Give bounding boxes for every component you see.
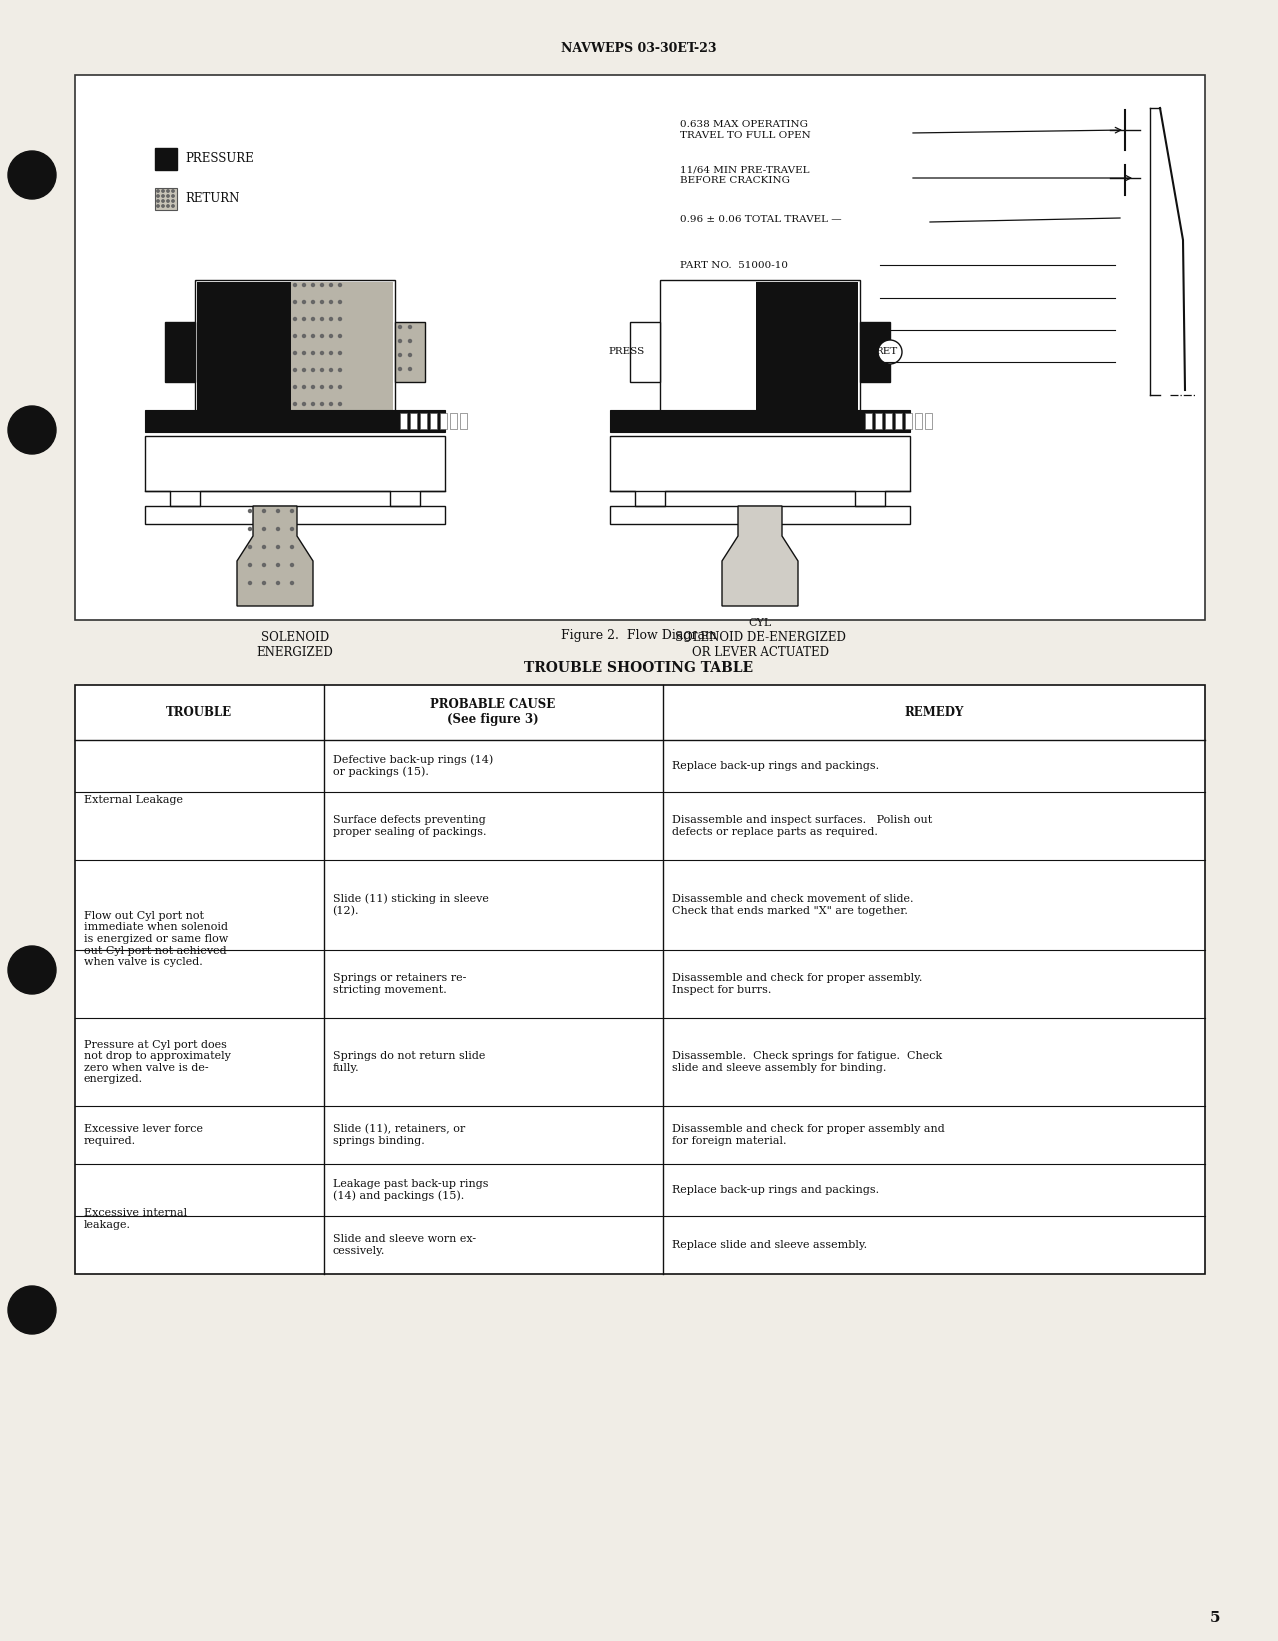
Circle shape <box>409 340 412 343</box>
Text: NORMAL POSITION: NORMAL POSITION <box>680 325 790 335</box>
Circle shape <box>321 284 323 287</box>
Text: SOLENOID
ENERGIZED: SOLENOID ENERGIZED <box>257 632 334 660</box>
Text: External Leakage: External Leakage <box>84 794 183 806</box>
Circle shape <box>303 369 305 371</box>
Circle shape <box>321 317 323 320</box>
Text: PRESS: PRESS <box>608 348 645 356</box>
Circle shape <box>167 200 169 202</box>
Circle shape <box>262 563 266 566</box>
Circle shape <box>294 300 296 304</box>
Circle shape <box>276 581 280 584</box>
Circle shape <box>303 351 305 354</box>
Bar <box>925 414 932 428</box>
Circle shape <box>330 317 332 320</box>
Bar <box>291 282 394 423</box>
Text: Slide and sleeve worn ex-
cessively.: Slide and sleeve worn ex- cessively. <box>332 1234 475 1255</box>
Bar <box>144 410 445 432</box>
Text: Excessive lever force
required.: Excessive lever force required. <box>84 1124 203 1145</box>
Text: Replace back-up rings and packings.: Replace back-up rings and packings. <box>672 1185 879 1195</box>
Circle shape <box>312 386 314 389</box>
Bar <box>659 281 860 425</box>
Circle shape <box>312 351 314 354</box>
Circle shape <box>276 527 280 530</box>
Circle shape <box>339 317 341 320</box>
Circle shape <box>303 402 305 405</box>
Circle shape <box>171 205 174 207</box>
Bar <box>450 414 458 428</box>
Circle shape <box>303 300 305 304</box>
Circle shape <box>321 386 323 389</box>
Bar <box>884 414 892 428</box>
Bar <box>895 414 902 428</box>
Circle shape <box>409 325 412 328</box>
Text: Disassemble and check for proper assembly and
for foreign material.: Disassemble and check for proper assembl… <box>672 1124 944 1145</box>
Circle shape <box>303 317 305 320</box>
Bar <box>610 437 910 491</box>
Bar <box>610 410 910 432</box>
Bar <box>905 414 912 428</box>
Circle shape <box>312 402 314 405</box>
Text: 0.638 MAX OPERATING
TRAVEL TO FULL OPEN: 0.638 MAX OPERATING TRAVEL TO FULL OPEN <box>680 120 810 139</box>
Circle shape <box>157 200 160 202</box>
Circle shape <box>321 351 323 354</box>
Bar <box>75 684 1205 1273</box>
Bar <box>395 322 426 382</box>
Text: Replace back-up rings and packings.: Replace back-up rings and packings. <box>672 761 879 771</box>
Circle shape <box>312 317 314 320</box>
Text: Disassemble and inspect surfaces.   Polish out
defects or replace parts as requi: Disassemble and inspect surfaces. Polish… <box>672 816 932 837</box>
Bar <box>915 414 921 428</box>
Circle shape <box>409 368 412 371</box>
Bar <box>197 282 291 423</box>
Bar <box>875 414 882 428</box>
Circle shape <box>303 284 305 287</box>
Circle shape <box>339 300 341 304</box>
Circle shape <box>157 195 160 197</box>
Text: Surface defects preventing
proper sealing of packings.: Surface defects preventing proper sealin… <box>332 816 486 837</box>
Polygon shape <box>722 505 797 606</box>
Text: Disassemble and check movement of slide.
Check that ends marked "X" are together: Disassemble and check movement of slide.… <box>672 894 912 916</box>
Text: PROBABLE CAUSE
(See figure 3): PROBABLE CAUSE (See figure 3) <box>431 699 556 727</box>
Text: PART NO.  51000-10: PART NO. 51000-10 <box>680 261 789 269</box>
Circle shape <box>303 335 305 338</box>
Circle shape <box>167 190 169 192</box>
Circle shape <box>8 151 56 199</box>
Circle shape <box>330 369 332 371</box>
Circle shape <box>290 581 294 584</box>
Circle shape <box>290 563 294 566</box>
Circle shape <box>162 190 164 192</box>
Text: Defective back-up rings (14)
or packings (15).: Defective back-up rings (14) or packings… <box>332 755 493 778</box>
Circle shape <box>290 527 294 530</box>
Circle shape <box>409 353 412 356</box>
Circle shape <box>321 402 323 405</box>
Bar <box>757 282 858 423</box>
Circle shape <box>330 351 332 354</box>
Circle shape <box>312 300 314 304</box>
Bar <box>144 437 445 491</box>
Circle shape <box>262 545 266 548</box>
Circle shape <box>294 369 296 371</box>
Circle shape <box>878 340 902 364</box>
Circle shape <box>294 351 296 354</box>
Text: PRESSURE: PRESSURE <box>185 153 254 166</box>
Circle shape <box>303 386 305 389</box>
Text: Excessive internal
leakage.: Excessive internal leakage. <box>84 1208 187 1229</box>
Circle shape <box>321 300 323 304</box>
Circle shape <box>8 405 56 455</box>
Circle shape <box>167 205 169 207</box>
Circle shape <box>248 527 252 530</box>
Circle shape <box>339 284 341 287</box>
Text: RETURN: RETURN <box>185 192 239 205</box>
Circle shape <box>339 335 341 338</box>
Bar <box>420 414 427 428</box>
Circle shape <box>312 369 314 371</box>
Circle shape <box>330 284 332 287</box>
Text: 5: 5 <box>1210 1611 1220 1625</box>
Circle shape <box>294 386 296 389</box>
Circle shape <box>276 509 280 512</box>
Circle shape <box>399 368 401 371</box>
Bar <box>610 505 910 523</box>
Circle shape <box>321 369 323 371</box>
Circle shape <box>330 386 332 389</box>
Circle shape <box>248 581 252 584</box>
Text: SOLENOID DE-ENERGIZED
OR LEVER ACTUATED: SOLENOID DE-ENERGIZED OR LEVER ACTUATED <box>675 632 846 660</box>
